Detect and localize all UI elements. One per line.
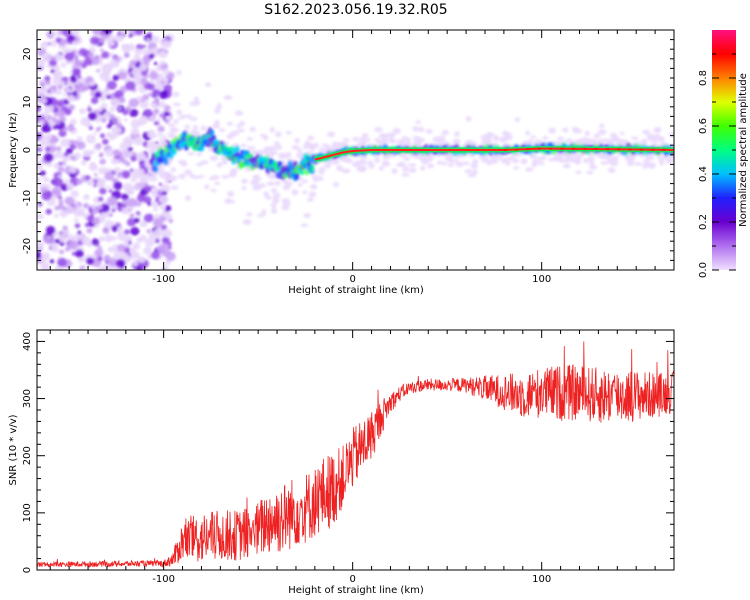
spectrogram-x-tick-label: 100 bbox=[532, 274, 551, 285]
spectrogram-y-axis-label: Frequency (Hz) bbox=[8, 112, 19, 188]
spectrogram-y-tick-label: 10 bbox=[22, 96, 33, 109]
colorbar-tick-label: 0.4 bbox=[698, 166, 709, 182]
colorbar-tick-label: 0.2 bbox=[698, 214, 709, 230]
snr-x-tick-label: 100 bbox=[532, 574, 551, 585]
spectrogram-y-tick-label: -10 bbox=[22, 190, 33, 206]
colorbar-ticks: 0.0 0.2 0.4 0.6 0.8 bbox=[698, 53, 736, 278]
colorbar-label: Normalized spectral amplitude bbox=[738, 73, 749, 227]
colorbar-tick-label: 0.8 bbox=[698, 70, 709, 86]
snr-x-tick-label: -100 bbox=[152, 574, 175, 585]
snr-x-tick-label: 0 bbox=[349, 574, 355, 585]
snr-x-axis-label: Height of straight line (km) bbox=[288, 585, 424, 596]
snr-y-tick-label: 100 bbox=[22, 503, 33, 522]
spectrogram-y-tick-label: 20 bbox=[22, 48, 33, 61]
snr-y-tick-label: 0 bbox=[22, 567, 33, 573]
colorbar: 0.0 0.2 0.4 0.6 0.8 Normalized spectral ampl… bbox=[698, 30, 749, 278]
snr-y-tick-label: 400 bbox=[22, 332, 33, 351]
carrier-core bbox=[314, 147, 674, 161]
spectrogram-x-axis-label: Height of straight line (km) bbox=[288, 285, 424, 296]
spectrogram-frame bbox=[36, 29, 675, 271]
snr-y-axis-label: SNR (10 * v/v) bbox=[8, 414, 19, 485]
snr-frame bbox=[36, 329, 675, 571]
colorbar-tick-label: 0.0 bbox=[698, 262, 709, 278]
snr-panel: -100 0 100 0 100 200 300 400 Height of straight… bbox=[8, 329, 675, 596]
figure-title: S162.2023.056.19.32.R05 bbox=[264, 2, 447, 18]
snr-y-tick-label: 200 bbox=[22, 446, 33, 465]
spectrogram-x-tick-label: 0 bbox=[349, 274, 355, 285]
colorbar-tick-label: 0.6 bbox=[698, 118, 709, 134]
spectrogram-y-tick-label: -20 bbox=[22, 238, 33, 254]
snr-series-line bbox=[37, 341, 674, 569]
spectrogram-y-tick-label: 0 bbox=[22, 147, 33, 153]
snr-plot-area bbox=[37, 330, 674, 570]
spectrogram-heatmap bbox=[37, 30, 674, 270]
snr-y-tick-label: 300 bbox=[22, 389, 33, 408]
spectrogram-x-tick-label: -100 bbox=[152, 274, 175, 285]
